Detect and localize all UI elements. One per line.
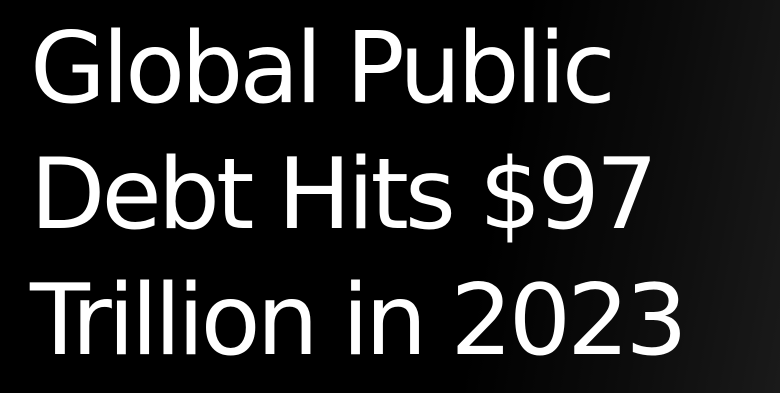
- headline: Global Public Debt Hits $97 Trillion in …: [30, 6, 688, 384]
- headline-line-1: Global Public: [30, 12, 616, 126]
- headline-line-2: Debt Hits $97: [30, 138, 658, 252]
- headline-line-3: Trillion in 2023: [30, 264, 688, 378]
